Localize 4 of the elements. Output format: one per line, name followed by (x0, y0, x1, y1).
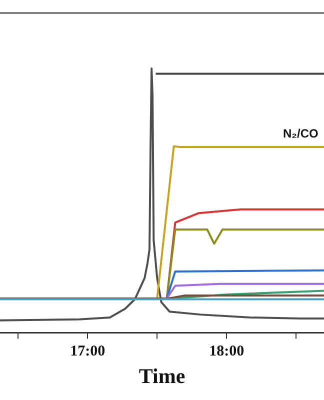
x-tick-label: 18:00 (209, 344, 244, 360)
x-axis-title: Time (138, 364, 186, 388)
x-tick-label: 17:00 (70, 344, 106, 360)
annotation: N₂/CO (283, 126, 318, 140)
